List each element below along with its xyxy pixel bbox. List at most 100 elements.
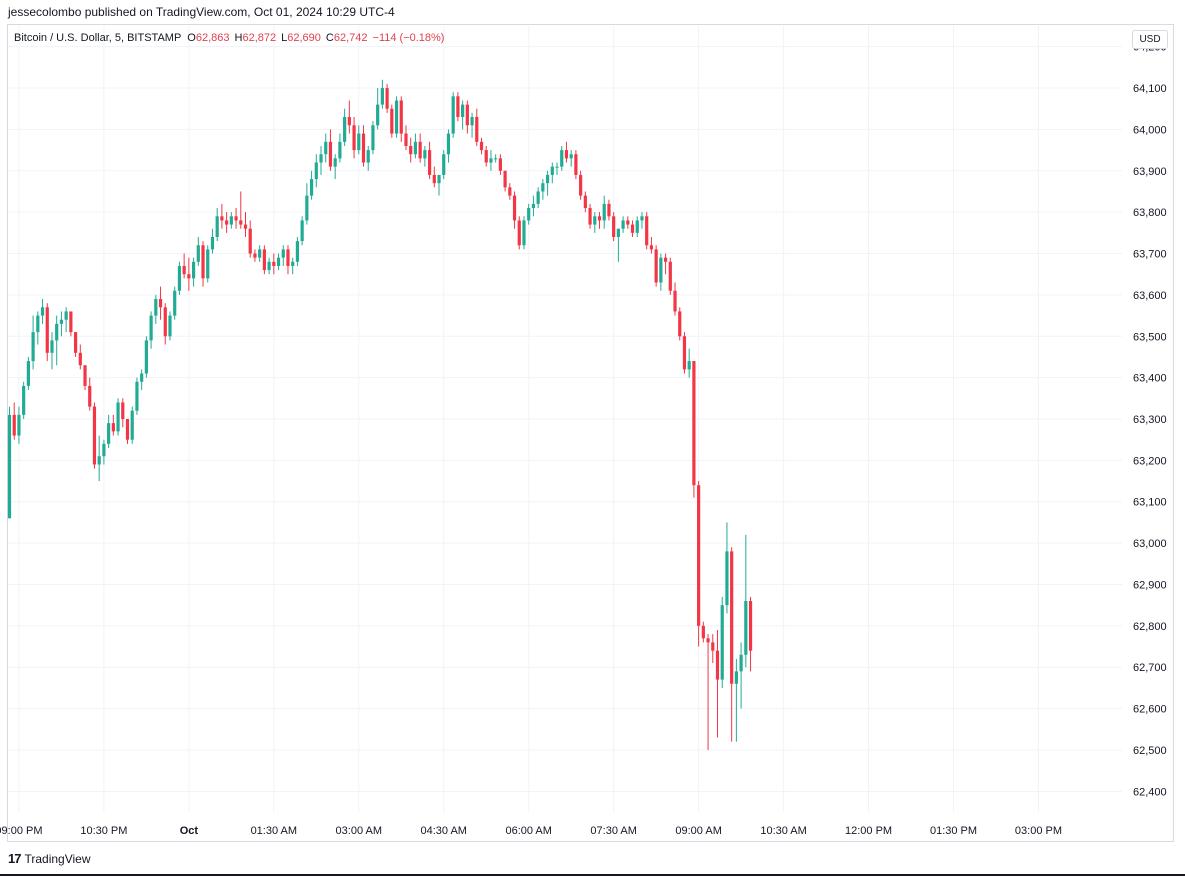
candle-body (593, 216, 597, 225)
candle (442, 150, 446, 180)
candle (319, 145, 323, 175)
candle-body (187, 274, 191, 279)
candle-body (206, 249, 210, 279)
candle-body (107, 423, 111, 444)
candle-body (649, 245, 654, 250)
candle-body (154, 299, 158, 316)
candle (107, 414, 111, 448)
candle-body (92, 406, 97, 465)
candle (697, 481, 701, 647)
candle (588, 203, 592, 229)
candle-body (479, 141, 484, 151)
candle (635, 216, 639, 237)
candle (191, 257, 196, 287)
chart-frame[interactable] (7, 24, 1174, 842)
candle-body (276, 257, 281, 266)
candle-body (730, 551, 734, 684)
candle-body (725, 551, 729, 606)
candle (583, 191, 587, 213)
time-tick-label: 03:00 PM (1015, 825, 1062, 837)
tradingview-mark-icon: 17 (8, 851, 22, 866)
candle-body (564, 150, 569, 159)
candle-body (579, 174, 583, 196)
candle-body (191, 261, 196, 279)
candle-body (314, 162, 318, 180)
candle-body (201, 245, 205, 279)
candle-body (612, 216, 616, 237)
candle (371, 121, 375, 155)
candle (494, 154, 498, 163)
currency-button[interactable]: USD (1132, 30, 1168, 49)
candle (479, 137, 484, 155)
symbol-name[interactable]: Bitcoin / U.S. Dollar, 5, BITSTAMP (14, 32, 182, 44)
candle-body (744, 601, 748, 655)
candle-body (319, 154, 323, 163)
candle-body (663, 257, 668, 262)
candle-body (7, 414, 12, 519)
candle-body (78, 352, 82, 366)
price-tick-label: 63,800 (1133, 207, 1167, 219)
candle (451, 92, 455, 138)
candle-body (616, 228, 620, 237)
candle (243, 212, 248, 237)
candle-body (168, 315, 172, 337)
candle (564, 141, 569, 163)
candle (210, 228, 215, 254)
price-tick-label: 63,300 (1133, 414, 1167, 426)
candle-body (40, 307, 45, 316)
price-tick-label: 62,400 (1133, 786, 1167, 798)
candle (295, 236, 300, 266)
candle (574, 150, 578, 180)
candle (83, 365, 87, 391)
candle (31, 315, 35, 370)
candle-body (630, 224, 635, 233)
candle (281, 245, 285, 266)
candle-body (659, 257, 663, 283)
candle-body (347, 117, 351, 126)
candle-body (111, 423, 115, 432)
candle-body (394, 100, 399, 134)
candle-body (55, 323, 59, 341)
price-tick-label: 63,600 (1133, 290, 1167, 302)
candle-body (399, 100, 403, 134)
candle-body (309, 179, 314, 196)
candle (394, 96, 399, 138)
candle (706, 634, 710, 750)
candle (59, 311, 64, 337)
candle-body (550, 166, 554, 175)
candle (149, 311, 153, 349)
candle (253, 249, 257, 262)
candle-body (300, 220, 304, 242)
candle (7, 406, 12, 519)
candle-body (324, 141, 328, 155)
candle (314, 154, 318, 188)
candle-body (470, 117, 474, 126)
candle (640, 212, 644, 229)
candle-body (404, 133, 408, 146)
candle (560, 145, 564, 171)
candle-body (527, 208, 531, 221)
candle (234, 208, 238, 229)
candle (682, 332, 687, 374)
candle-body (711, 642, 715, 651)
candle-body (461, 104, 465, 118)
time-tick-label: 07:30 AM (590, 825, 636, 837)
candle (333, 154, 337, 180)
candle-body (376, 104, 380, 126)
candle (413, 133, 418, 159)
candle (550, 162, 554, 184)
candle (121, 398, 125, 428)
open-label: O (187, 32, 196, 44)
tradingview-wordmark: TradingView (24, 851, 91, 866)
candle-body (361, 133, 366, 163)
candle (276, 253, 281, 271)
candle (503, 170, 507, 192)
candle-body (50, 340, 54, 353)
candle-body (357, 133, 361, 151)
candle-body (149, 315, 153, 341)
tradingview-logo[interactable]: 17 TradingView (8, 851, 91, 866)
candle-body (26, 361, 30, 386)
symbol-legend: Bitcoin / U.S. Dollar, 5, BITSTAMP O 62,8… (14, 32, 444, 44)
candle-body (602, 203, 606, 221)
